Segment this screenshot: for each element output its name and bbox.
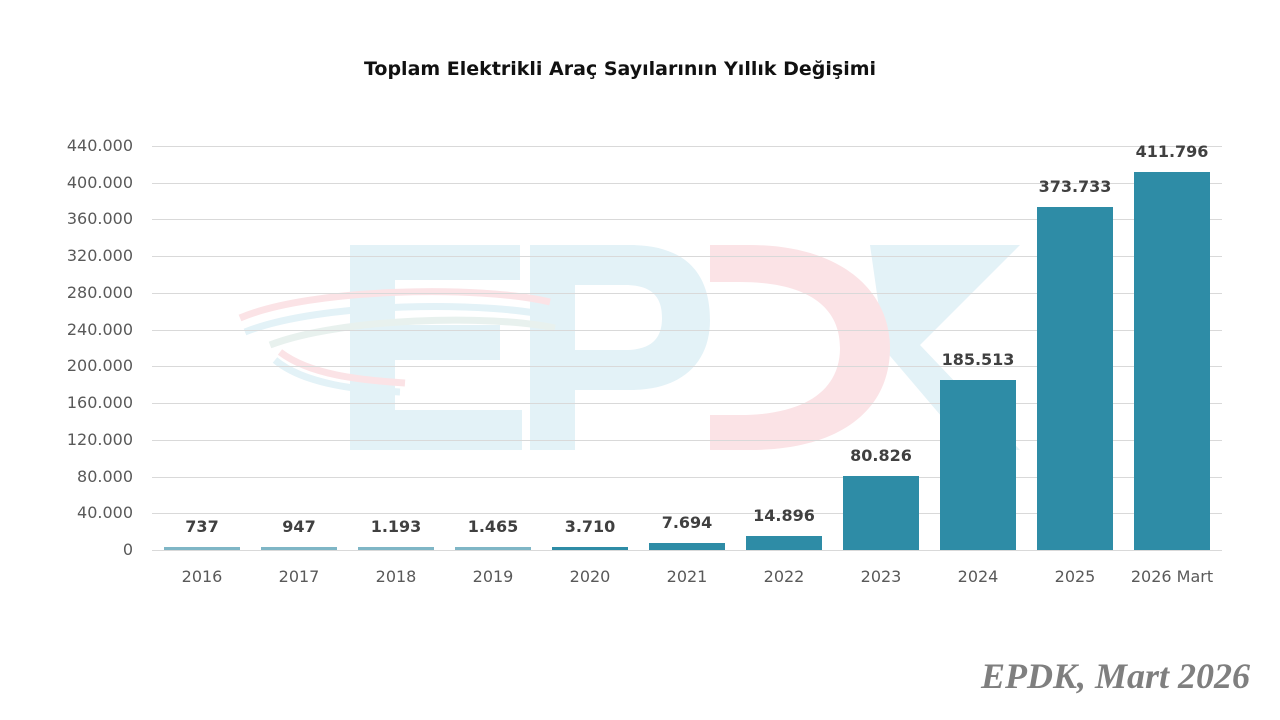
source-caption: EPDK, Mart 2026 <box>980 656 1250 696</box>
bar-value-label: 1.465 <box>467 517 519 536</box>
y-tick-label: 280.000 <box>66 283 133 302</box>
x-category-label: 2018 <box>375 567 417 586</box>
bar-2019 <box>455 547 531 550</box>
bar-value-label: 7.694 <box>661 513 713 532</box>
x-category-label: 2025 <box>1054 567 1096 586</box>
x-category-label: 2021 <box>666 567 708 586</box>
bar-2017 <box>261 547 337 550</box>
bar-value-label: 80.826 <box>850 446 912 465</box>
bar-2020 <box>552 546 628 550</box>
bar-value-label: 14.896 <box>753 506 815 525</box>
y-tick-label: 320.000 <box>66 246 133 265</box>
bar-2026-mart <box>1134 171 1210 550</box>
gridline <box>152 219 1222 220</box>
x-category-label: 2026 Mart <box>1130 567 1214 586</box>
bar-2025 <box>1037 206 1113 550</box>
bar-2018 <box>358 547 434 550</box>
gridline <box>152 477 1222 478</box>
bar-value-label: 737 <box>185 517 219 536</box>
bar-2024 <box>940 379 1016 550</box>
gridline <box>152 513 1222 514</box>
chart-title: Toplam Elektrikli Araç Sayılarının Yıllı… <box>363 58 877 80</box>
x-category-label: 2022 <box>763 567 805 586</box>
x-category-label: 2019 <box>472 567 514 586</box>
bar-value-label: 1.193 <box>370 517 422 536</box>
bar-value-label: 185.513 <box>941 350 1015 369</box>
y-tick-label: 440.000 <box>66 136 133 155</box>
bar-value-label: 373.733 <box>1038 177 1112 196</box>
bar-value-label: 3.710 <box>564 517 616 536</box>
x-category-label: 2020 <box>569 567 611 586</box>
gridline <box>152 330 1222 331</box>
bar-2016 <box>164 547 240 550</box>
bar-2021 <box>649 542 725 550</box>
x-category-label: 2024 <box>957 567 999 586</box>
y-tick-label: 160.000 <box>66 393 133 412</box>
x-category-label: 2023 <box>860 567 902 586</box>
gridline <box>152 440 1222 441</box>
x-category-label: 2016 <box>181 567 223 586</box>
bar-value-label: 411.796 <box>1135 142 1209 161</box>
bar-2022 <box>746 536 822 550</box>
gridline <box>152 293 1222 294</box>
y-tick-label: 400.000 <box>66 173 133 192</box>
gridline <box>152 366 1222 367</box>
gridline <box>152 256 1222 257</box>
y-tick-label: 360.000 <box>66 209 133 228</box>
gridline <box>152 183 1222 184</box>
y-tick-label: 120.000 <box>66 430 133 449</box>
gridline <box>152 146 1222 147</box>
y-tick-label: 240.000 <box>66 320 133 339</box>
y-tick-label: 200.000 <box>66 356 133 375</box>
y-tick-label: 0 <box>122 540 133 559</box>
bar-value-label: 947 <box>282 517 316 536</box>
gridline <box>152 403 1222 404</box>
epdk-watermark-logo <box>238 245 1020 450</box>
x-category-label: 2017 <box>278 567 320 586</box>
y-tick-label: 80.000 <box>77 467 133 486</box>
bar-2023 <box>843 475 919 550</box>
gridline <box>152 550 1222 551</box>
y-tick-label: 40.000 <box>77 503 133 522</box>
